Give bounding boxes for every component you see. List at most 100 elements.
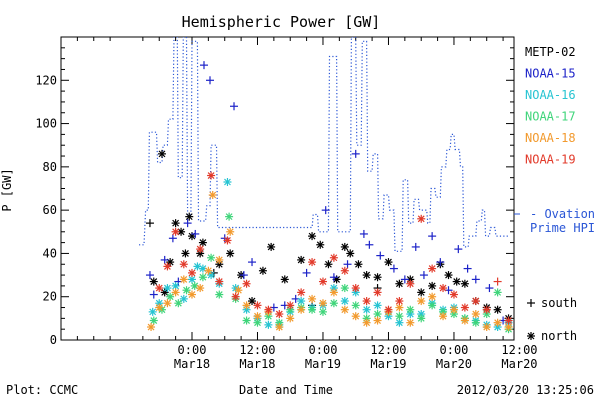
marker-stroke [341,297,349,305]
data-point-noaa-17 [308,305,317,314]
marker-stroke [445,271,452,279]
marker-stroke [428,301,436,309]
data-point-noaa-19 [417,214,426,223]
data-point-noaa-19 [406,279,415,288]
marker-stroke [158,150,166,158]
data-point-noaa-15 [145,271,154,280]
marker-stroke [204,267,212,275]
data-point-noaa-18 [373,316,382,325]
marker-stroke [494,306,502,314]
marker-stroke [225,213,233,221]
marker-stroke [428,265,436,273]
data-point-noaa-18 [163,299,172,308]
x-tick-date-label: Mar18 [239,357,275,371]
data-point-noaa-15 [463,264,472,273]
data-point-noaa-19 [207,171,216,180]
marker-stroke [209,191,217,199]
legend-noaa-15: NOAA-15 [525,67,576,81]
data-point-metp-02 [452,277,461,286]
data-point-noaa-17 [182,286,191,295]
data-point-noaa-15 [321,206,330,215]
marker-stroke [395,312,403,320]
marker-stroke [172,219,180,227]
data-point-metp-02 [145,219,154,228]
data-point-noaa-19 [155,284,164,293]
marker-stroke [461,317,469,324]
marker-stroke [417,215,425,223]
marker-stroke [234,286,242,294]
marker-stroke [275,310,283,318]
data-point-noaa-18 [493,318,502,327]
data-point-noaa-16 [163,284,172,293]
marker-stroke [264,321,272,329]
data-point-noaa-15 [329,273,338,282]
data-point-noaa-15 [160,255,169,264]
data-point-noaa-17 [318,307,327,316]
footer-timestamp: 2012/03/20 13:25:06 [457,383,594,397]
marker-stroke [417,288,425,296]
marker-stroke [319,308,327,316]
data-point-noaa-17 [225,212,234,221]
y-tick-label: 0 [50,333,57,347]
marker-stroke [180,260,188,268]
data-point-noaa-16 [179,294,188,303]
data-point-noaa-15 [168,234,177,243]
marker-stroke [226,250,234,257]
data-point-metp-02 [157,149,166,158]
marker-stroke [177,228,185,236]
legend-ovation-line2: Prime HPI [530,221,595,235]
data-point-noaa-15 [343,260,352,269]
marker-stroke [330,288,338,296]
data-point-noaa-19 [215,277,224,286]
data-point-metp-02 [493,305,502,314]
symbol-legend-marker [527,332,535,340]
chart-title: Hemispheric Power [GW] [182,13,381,31]
x-tick-time-label: 12:00 [501,343,537,357]
data-point-noaa-15 [149,290,158,299]
data-point-noaa-18 [171,288,180,297]
data-point-noaa-19 [187,268,196,277]
data-point-noaa-17 [406,305,415,314]
data-point-noaa-18 [308,294,317,303]
data-layer [139,37,513,334]
data-point-noaa-16 [340,297,349,306]
legend-metp-02: METP-02 [525,45,576,59]
x-tick-date-label: Mar20 [501,357,537,371]
data-point-metp-02 [340,242,349,251]
legend-ovation-line1: - Ovation [530,207,595,221]
marker-stroke [395,297,403,305]
marker-stroke [333,275,341,283]
marker-stroke [196,245,204,253]
data-point-noaa-19 [373,288,382,297]
marker-stroke [395,280,403,288]
marker-stroke [172,288,180,296]
data-point-noaa-19 [351,284,360,293]
data-point-noaa-19 [163,262,172,271]
legend-noaa-18: NOAA-18 [525,131,576,145]
data-point-noaa-15 [302,268,311,277]
data-point-noaa-19 [329,253,338,262]
data-point-metp-02 [346,249,355,258]
marker-stroke [308,258,316,266]
marker-stroke [199,265,207,273]
marker-stroke [395,319,403,327]
data-point-noaa-15 [419,271,428,280]
data-point-noaa-19 [179,260,188,269]
data-point-noaa-16 [264,320,273,329]
marker-stroke [406,306,414,314]
x-tick-time-label: 12:00 [370,343,406,357]
x-tick-date-label: Mar20 [436,357,472,371]
marker-stroke [352,301,360,309]
y-tick-label: 80 [43,160,57,174]
data-point-noaa-15 [471,275,480,284]
marker-stroke [505,323,512,331]
data-point-metp-02 [460,279,469,288]
marker-stroke [319,278,327,285]
marker-stroke [180,295,188,303]
marker-stroke [494,288,502,296]
marker-stroke [183,286,190,294]
marker-stroke [182,250,189,257]
symbol-legend-marker [527,299,535,307]
data-point-noaa-18 [155,303,164,312]
marker-stroke [155,284,163,292]
